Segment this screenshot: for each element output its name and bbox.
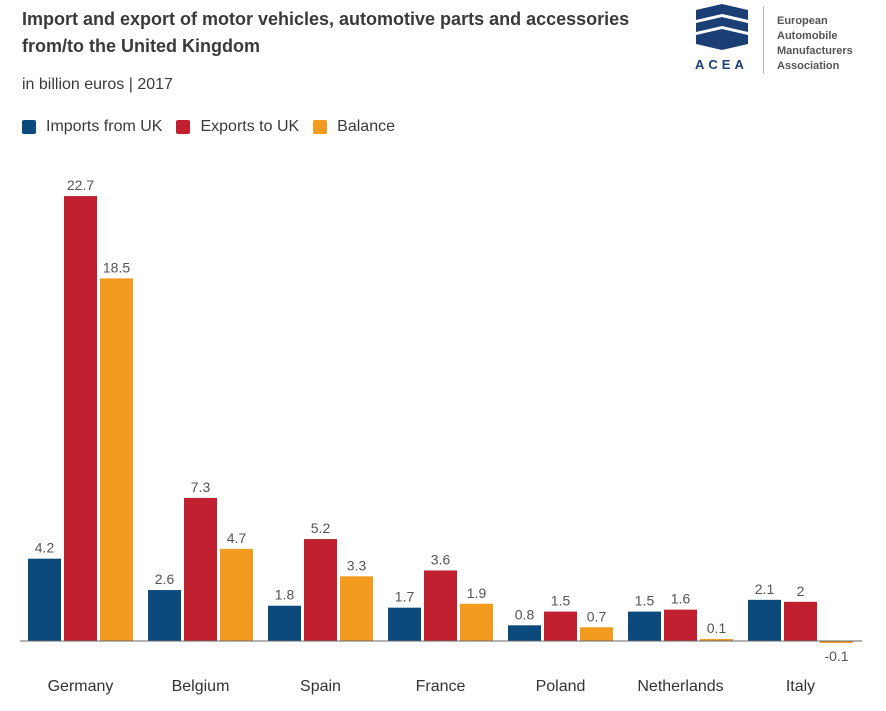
data-label-spain-balance: 3.3 — [347, 557, 367, 573]
chart-title: Import and export of motor vehicles, aut… — [22, 9, 630, 56]
data-label-italy-imports-from-uk: 2.1 — [755, 581, 775, 597]
bar-poland-imports-from-uk — [508, 625, 541, 641]
data-label-belgium-imports-from-uk: 2.6 — [155, 571, 175, 587]
bar-belgium-balance — [220, 548, 253, 641]
category-label-spain: Spain — [300, 678, 341, 695]
legend-item-balance: Balance — [313, 118, 395, 136]
data-label-netherlands-imports-from-uk: 1.5 — [635, 593, 655, 609]
data-label-france-imports-from-uk: 1.7 — [395, 589, 415, 605]
data-label-italy-balance: -0.1 — [824, 648, 848, 664]
legend-swatch-exports — [176, 120, 191, 134]
data-label-netherlands-balance: 0.1 — [707, 620, 727, 636]
bar-italy-imports-from-uk — [748, 599, 781, 641]
acea-cube-icon — [696, 4, 748, 50]
bar-germany-balance — [100, 278, 133, 641]
logo-org-name: European Automobile Manufacturers Associ… — [777, 14, 853, 74]
data-label-poland-imports-from-uk: 0.8 — [515, 606, 535, 622]
data-label-poland-exports-to-uk: 1.5 — [551, 593, 571, 609]
bar-netherlands-exports-to-uk — [664, 609, 697, 641]
logo-line-1: European — [777, 15, 828, 27]
data-label-germany-balance: 18.5 — [103, 259, 130, 275]
category-label-belgium: Belgium — [172, 678, 230, 695]
data-label-germany-exports-to-uk: 22.7 — [67, 177, 94, 193]
legend-label-imports: Imports from UK — [46, 118, 163, 135]
data-label-belgium-exports-to-uk: 7.3 — [191, 479, 211, 495]
logo-line-2: Automobile — [777, 30, 838, 42]
legend-item-imports: Imports from UK — [22, 118, 162, 136]
logo-divider — [763, 6, 764, 74]
bar-spain-exports-to-uk — [304, 539, 337, 641]
data-label-spain-imports-from-uk: 1.8 — [275, 587, 295, 603]
legend-swatch-imports — [22, 120, 36, 134]
bar-spain-imports-from-uk — [268, 605, 301, 641]
data-label-france-balance: 1.9 — [467, 585, 487, 601]
logo-line-3: Manufacturers — [777, 45, 853, 57]
bar-spain-balance — [340, 576, 373, 641]
data-label-netherlands-exports-to-uk: 1.6 — [671, 591, 691, 607]
category-label-netherlands: Netherlands — [637, 678, 723, 695]
data-label-belgium-balance: 4.7 — [227, 530, 247, 546]
data-label-spain-exports-to-uk: 5.2 — [311, 520, 331, 536]
data-label-poland-balance: 0.7 — [587, 608, 607, 624]
bar-italy-exports-to-uk — [784, 601, 817, 641]
legend-item-exports: Exports to UK — [176, 118, 299, 136]
category-label-france: France — [416, 678, 466, 695]
bar-poland-balance — [580, 627, 613, 641]
category-label-germany: Germany — [48, 678, 114, 695]
legend-label-balance: Balance — [337, 118, 395, 135]
bar-france-balance — [460, 603, 493, 641]
data-label-italy-exports-to-uk: 2 — [797, 583, 805, 599]
bar-belgium-imports-from-uk — [148, 590, 181, 641]
category-label-italy: Italy — [786, 678, 815, 695]
legend-swatch-balance — [313, 120, 328, 134]
bar-france-exports-to-uk — [424, 570, 457, 641]
bar-netherlands-imports-from-uk — [628, 611, 661, 641]
data-label-france-exports-to-uk: 3.6 — [431, 551, 451, 567]
acea-logo: ACEA European Automobile Manufacturers A… — [692, 4, 872, 80]
bar-germany-exports-to-uk — [64, 196, 97, 641]
bar-belgium-exports-to-uk — [184, 497, 217, 641]
bar-france-imports-from-uk — [388, 607, 421, 641]
bar-germany-imports-from-uk — [28, 558, 61, 641]
data-label-germany-imports-from-uk: 4.2 — [35, 540, 55, 556]
bar-netherlands-balance — [700, 639, 733, 641]
bar-italy-balance — [820, 641, 853, 643]
acea-acronym: ACEA — [695, 57, 748, 72]
category-label-poland: Poland — [536, 678, 586, 695]
logo-line-4: Association — [777, 60, 840, 72]
legend-label-exports: Exports to UK — [200, 118, 300, 135]
chart-subtitle: in billion euros | 2017 — [22, 76, 173, 93]
legend: Imports from UK Exports to UK Balance — [22, 118, 409, 136]
bar-poland-exports-to-uk — [544, 611, 577, 641]
